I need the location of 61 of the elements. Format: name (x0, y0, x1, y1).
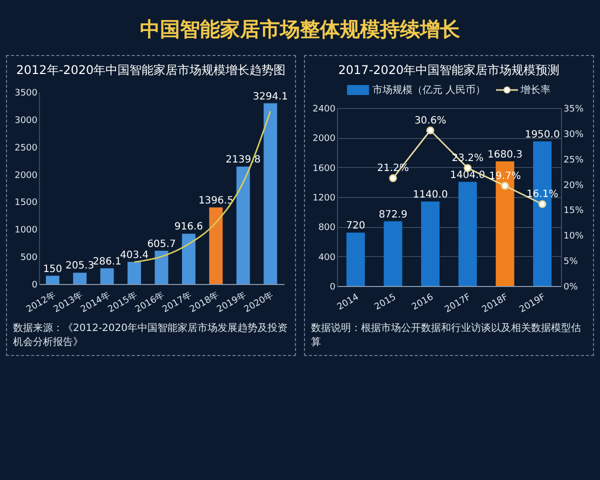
y-tick-label: 2500 (14, 143, 38, 154)
y2-tick-label: 5% (564, 257, 578, 268)
point (426, 126, 434, 134)
chart-title: 2017-2020年中国智能家居市场规模预测 (337, 62, 561, 79)
y-tick-label: 400 (318, 252, 336, 263)
y-tick-label: 0 (330, 282, 336, 292)
y2-tick-label: 35% (564, 104, 584, 114)
data-label: 286.1 (92, 256, 122, 268)
source-note: 数据来源：《2012-2020年中国智能家居市场发展趋势及投资机会分析报告》 (13, 322, 289, 349)
chart-title: 2012年-2020年中国智能家居市场规模增长趋势图 (15, 62, 287, 79)
y2-tick-label: 15% (564, 206, 584, 216)
text: 数据说明：根据市场公开数据和行业访谈以及相关数据模型估算 (311, 322, 582, 349)
data-label: 605.7 (147, 238, 176, 250)
data-label: 3294.1 (252, 91, 288, 102)
bar (46, 276, 60, 284)
y2-tick-label: 30% (564, 130, 584, 140)
point (538, 200, 546, 208)
legend-label: 市场规模（亿元 人民币） (372, 84, 486, 97)
bar (421, 201, 440, 286)
bar (128, 262, 142, 284)
y-tick-label: 3500 (14, 88, 38, 98)
bar (458, 182, 477, 286)
bar (209, 207, 223, 284)
data-label: 205.3 (66, 260, 94, 272)
bar (182, 234, 196, 284)
y-tick-label: 1600 (312, 164, 336, 174)
bar (346, 232, 365, 286)
bar (100, 268, 114, 284)
data-label: 30.6% (414, 115, 446, 126)
point (501, 182, 509, 190)
y-tick-label: 2400 (312, 104, 336, 114)
bar (73, 272, 87, 284)
y-tick-label: 1500 (14, 198, 38, 208)
data-label: 1950.0 (524, 129, 560, 140)
data-label: 1396.5 (198, 195, 234, 206)
y-tick-label: 1000 (14, 226, 38, 236)
y-tick-label: 500 (20, 253, 38, 264)
text: 中国智能家居市场整体规模持续增长 (139, 16, 461, 43)
point (389, 174, 397, 182)
y2-tick-label: 25% (564, 155, 584, 166)
y-tick-label: 3000 (14, 116, 38, 126)
y2-tick-label: 10% (564, 232, 584, 242)
y-tick-label: 800 (318, 223, 336, 234)
legend-label: 增长率 (520, 84, 551, 97)
data-label: 720 (346, 220, 366, 232)
y-tick-label: 1200 (312, 194, 336, 204)
bar (154, 250, 168, 284)
y2-tick-label: 20% (564, 180, 584, 191)
data-label: 872.9 (378, 209, 408, 220)
data-label: 1680.3 (488, 149, 522, 160)
bar (384, 221, 402, 286)
data-label: 1140.0 (412, 189, 448, 200)
y2-tick-label: 0% (564, 282, 578, 292)
bar (264, 103, 278, 284)
y-tick-label: 2000 (14, 170, 38, 181)
y-tick-label: 2000 (312, 134, 336, 144)
data-label: 150 (43, 264, 62, 275)
y-tick-label: 0 (32, 280, 38, 290)
bar (236, 166, 250, 284)
data-label: 916.6 (174, 222, 204, 233)
data-label: 403.4 (120, 250, 149, 261)
